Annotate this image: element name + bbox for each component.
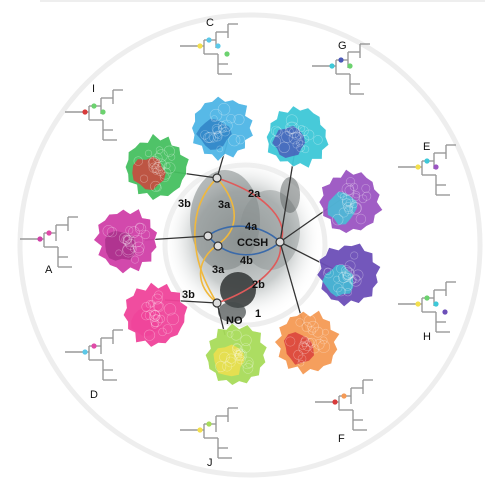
- tree-panel-g: G: [312, 40, 370, 95]
- tree-dot: [100, 109, 106, 115]
- map-label-2b: 2b: [252, 279, 265, 291]
- node-center: [213, 241, 223, 251]
- panel-label-e: E: [423, 141, 430, 153]
- tree-dot: [82, 349, 88, 355]
- panel-label-g: G: [338, 40, 347, 52]
- tree-dot: [424, 295, 430, 301]
- outer-ring: [17, 12, 483, 478]
- map-label-ccsh: CCSH: [237, 237, 268, 249]
- panel-label-f: F: [338, 433, 345, 445]
- tree-dot: [332, 399, 338, 405]
- panel-label-a: A: [45, 264, 53, 276]
- map-label-3b-top: 3b: [178, 198, 191, 210]
- node-left: [203, 231, 213, 241]
- tree-dot: [197, 427, 203, 433]
- tree-dot: [347, 63, 353, 69]
- tree-dot: [433, 164, 439, 170]
- tree-dot: [415, 164, 421, 170]
- tree-dot: [424, 158, 430, 164]
- node-bottom: [212, 298, 222, 308]
- map-label-3a-top: 3a: [218, 199, 231, 211]
- tree-dot: [433, 301, 439, 307]
- node-top: [212, 173, 222, 183]
- tree-dot: [215, 43, 221, 49]
- tree-dot: [442, 309, 448, 315]
- structure-blob-c: [191, 95, 254, 162]
- tree-dot: [37, 236, 43, 242]
- tree-panel-f: F: [315, 379, 373, 445]
- tree-dot: [341, 393, 347, 399]
- tree-panel-e: E: [398, 141, 456, 196]
- tree-dot: [206, 421, 212, 427]
- tree-panel-i: I: [65, 83, 123, 141]
- tree-dot: [329, 63, 335, 69]
- structure-blob-h: [316, 242, 382, 308]
- map-labels: 2a 3a 3b 4a CCSH 4b 3a 3b 2b 1 NO: [178, 188, 268, 327]
- node-right: [275, 237, 285, 247]
- tree-panels: C G E H F J D A I: [20, 17, 456, 469]
- tree-dot: [338, 57, 344, 63]
- tree-dot: [415, 301, 421, 307]
- map-label-2a: 2a: [248, 188, 261, 200]
- tree-dot: [206, 37, 212, 43]
- structure-blob-d: [122, 281, 189, 348]
- map-label-4b: 4b: [240, 255, 253, 267]
- tree-dot: [224, 51, 230, 57]
- panel-label-i: I: [92, 83, 95, 95]
- tree-panel-h: H: [398, 281, 456, 343]
- map-label-4a: 4a: [245, 221, 258, 233]
- panel-label-j: J: [207, 457, 213, 469]
- tree-panel-a: A: [20, 216, 78, 276]
- structure-blob-f: [274, 309, 341, 376]
- reaction-paths: [194, 177, 284, 304]
- map-nodes: [203, 173, 285, 308]
- panel-label-d: D: [90, 389, 98, 401]
- tree-panel-c: C: [180, 17, 238, 75]
- tree-dot: [197, 43, 203, 49]
- tree-panel-j: J: [180, 407, 238, 469]
- tree-dot: [82, 109, 88, 115]
- panel-label-h: H: [423, 331, 431, 343]
- structure-blob-g: [266, 105, 330, 169]
- structure-blob-j: [204, 322, 268, 386]
- map-label-3a-bottom: 3a: [212, 264, 225, 276]
- tree-panel-d: D: [65, 329, 123, 401]
- map-label-no: NO: [226, 315, 243, 327]
- tree-dot: [46, 230, 52, 236]
- tree-dot: [91, 343, 97, 349]
- structure-blob-a: [93, 208, 158, 275]
- structure-blobs: [93, 95, 384, 386]
- panel-label-c: C: [206, 17, 214, 29]
- energy-map: [163, 158, 323, 322]
- structure-blob-e: [318, 168, 384, 234]
- structure-blob-i: [124, 133, 190, 201]
- map-label-1: 1: [255, 308, 261, 320]
- map-label-3b-bottom: 3b: [182, 289, 195, 301]
- tree-dot: [91, 103, 97, 109]
